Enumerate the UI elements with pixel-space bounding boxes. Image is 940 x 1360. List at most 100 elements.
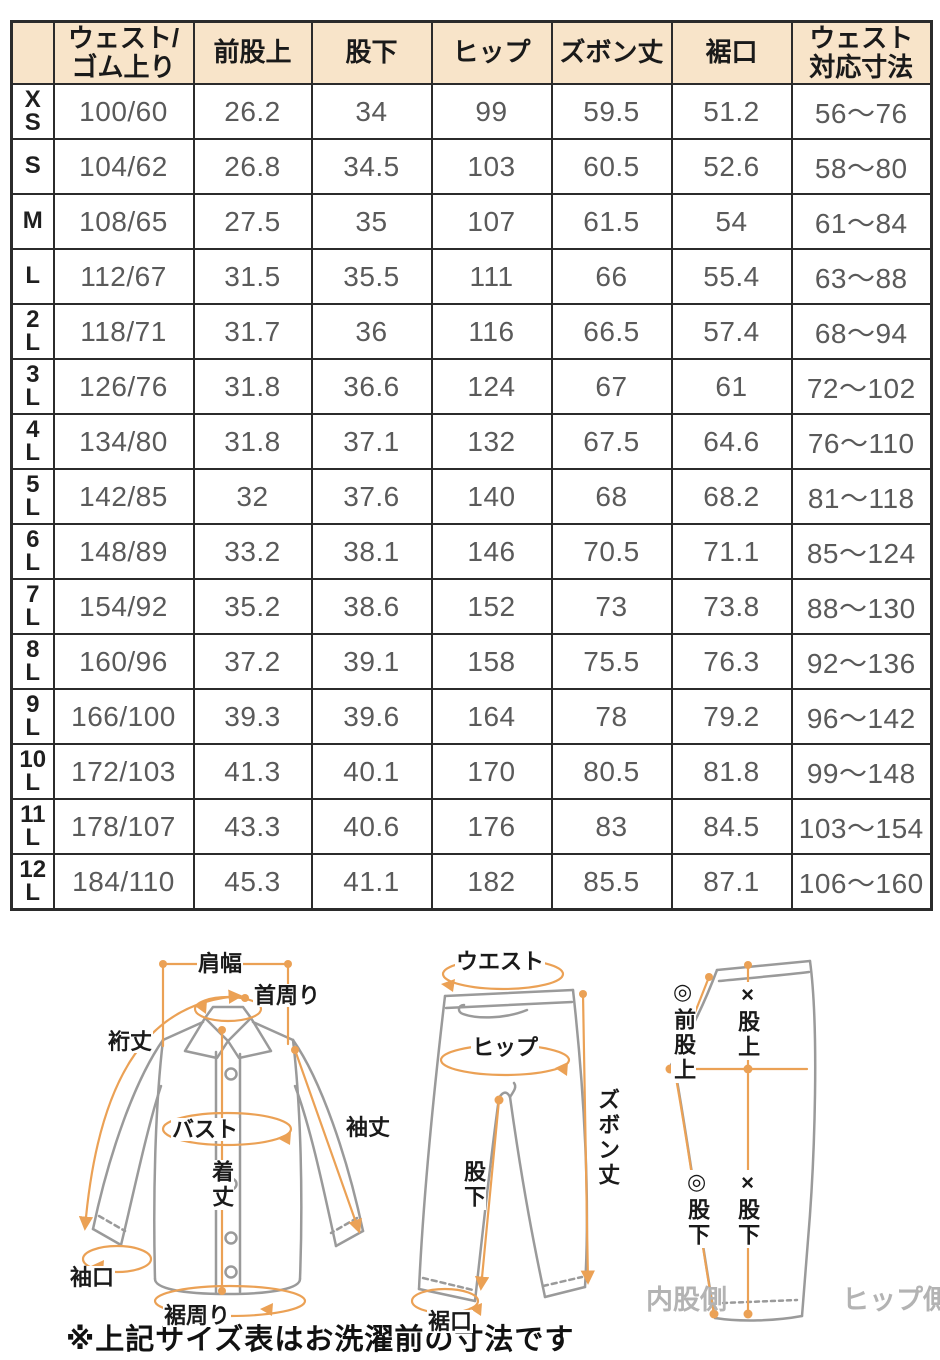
hip-side-label: ヒップ側 [842, 1285, 940, 1315]
size-cell: M [10, 193, 55, 250]
value-cell: 31.7 [192, 303, 313, 360]
value-cell: 126/76 [52, 358, 195, 415]
value-cell: 148/89 [52, 523, 195, 580]
table-row: 12 L 184/110 45.3 41.1 182 85.5 87.1 106… [10, 853, 933, 911]
table-row: 7 L 154/92 35.2 38.6 152 73 73.8 88～130 [10, 578, 933, 635]
value-cell: 70.5 [550, 523, 673, 580]
size-cell: 12 L [10, 853, 55, 911]
value-cell: 41.1 [310, 853, 433, 911]
value-cell: 67 [550, 358, 673, 415]
value-cell: 84.5 [670, 798, 793, 855]
value-cell: 103 [430, 138, 553, 195]
value-cell: 61.5 [550, 193, 673, 250]
value-cell: 36.6 [310, 358, 433, 415]
body-length-label: 着丈 [209, 1160, 235, 1210]
value-cell: 88～130 [790, 578, 933, 635]
table-row: 9 L 166/100 39.3 39.6 164 78 79.2 96～142 [10, 688, 933, 745]
value-cell: 99 [430, 83, 553, 140]
value-cell: 68 [550, 468, 673, 525]
value-cell: 108/65 [52, 193, 195, 250]
value-cell: 61 [670, 358, 793, 415]
value-cell: 57.4 [670, 303, 793, 360]
value-cell: 124 [430, 358, 553, 415]
col-header-waist-elastic: ウェスト/ ゴム上り [52, 20, 195, 85]
size-cell: L [10, 248, 55, 305]
size-cell: S [10, 138, 55, 195]
value-cell: 45.3 [192, 853, 313, 911]
value-cell: 118/71 [52, 303, 195, 360]
pants-length-label: ズボン丈 [595, 1088, 621, 1188]
value-cell: 59.5 [550, 83, 673, 140]
size-cell: 11 L [10, 798, 55, 855]
value-cell: 64.6 [670, 413, 793, 470]
hip-label: ヒップ [471, 1035, 540, 1060]
value-cell: 76.3 [670, 633, 793, 690]
value-cell: 106～160 [790, 853, 933, 911]
value-cell: 85～124 [790, 523, 933, 580]
value-cell: 81.8 [670, 743, 793, 800]
pants-front-diagram: ウエスト ヒップ 股下 ズボン丈 裾口 [410, 948, 650, 1340]
inseam-label: 股下 [461, 1160, 487, 1210]
table-row: 8 L 160/96 37.2 39.1 158 75.5 76.3 92～13… [10, 633, 933, 690]
value-cell: 66.5 [550, 303, 673, 360]
value-cell: 107 [430, 193, 553, 250]
value-cell: 172/103 [52, 743, 195, 800]
value-cell: 39.1 [310, 633, 433, 690]
value-cell: 68～94 [790, 303, 933, 360]
table-row: 2 L 118/71 31.7 36 116 66.5 57.4 68～94 [10, 303, 933, 360]
pants-side-diagram: ◎前股上 ×股上 ◎股下 ×股下 内股側 ヒップ側 [645, 948, 940, 1340]
value-cell: 104/62 [52, 138, 195, 195]
value-cell: 134/80 [52, 413, 195, 470]
table-row: 3 L 126/76 31.8 36.6 124 67 61 72～102 [10, 358, 933, 415]
col-header-pants-length: ズボン丈 [550, 20, 673, 85]
value-cell: 66 [550, 248, 673, 305]
bust-label: バスト [171, 1117, 240, 1142]
sleeve-length-label: 袖丈 [345, 1115, 392, 1140]
value-cell: 39.6 [310, 688, 433, 745]
table-row: S 104/62 26.8 34.5 103 60.5 52.6 58～80 [10, 138, 933, 195]
value-cell: 43.3 [192, 798, 313, 855]
value-cell: 56～76 [790, 83, 933, 140]
size-cell: 8 L [10, 633, 55, 690]
value-cell: 61～84 [790, 193, 933, 250]
value-cell: 164 [430, 688, 553, 745]
table-row: 11 L 178/107 43.3 40.6 176 83 84.5 103～1… [10, 798, 933, 855]
value-cell: 41.3 [192, 743, 313, 800]
value-cell: 146 [430, 523, 553, 580]
value-cell: 132 [430, 413, 553, 470]
value-cell: 35 [310, 193, 433, 250]
value-cell: 75.5 [550, 633, 673, 690]
value-cell: 40.6 [310, 798, 433, 855]
size-cell: 10 L [10, 743, 55, 800]
value-cell: 37.2 [192, 633, 313, 690]
table-row: 5 L 142/85 32 37.6 140 68 68.2 81～118 [10, 468, 933, 525]
value-cell: 27.5 [192, 193, 313, 250]
pants-front-drawing [410, 957, 595, 1316]
value-cell: 51.2 [670, 83, 793, 140]
value-cell: 99～148 [790, 743, 933, 800]
value-cell: 37.1 [310, 413, 433, 470]
value-cell: 182 [430, 853, 553, 911]
size-cell: 4 L [10, 413, 55, 470]
value-cell: 26.8 [192, 138, 313, 195]
value-cell: 83 [550, 798, 673, 855]
value-cell: 38.6 [310, 578, 433, 635]
value-cell: 184/110 [52, 853, 195, 911]
value-cell: 178/107 [52, 798, 195, 855]
col-header-waist-range: ウェスト 対応寸法 [790, 20, 933, 85]
col-header-hem-opening: 裾口 [670, 20, 793, 85]
size-table-body: X S 100/60 26.2 34 99 59.5 51.2 56～76 S … [10, 83, 933, 911]
value-cell: 72～102 [790, 358, 933, 415]
inner-leg-side-label: 内股側 [646, 1285, 727, 1315]
value-cell: 142/85 [52, 468, 195, 525]
value-cell: 63～88 [790, 248, 933, 305]
value-cell: 103～154 [790, 798, 933, 855]
shoulder-width-label: 肩幅 [197, 951, 244, 976]
value-cell: 38.1 [310, 523, 433, 580]
table-row: L 112/67 31.5 35.5 111 66 55.4 63～88 [10, 248, 933, 305]
value-cell: 116 [430, 303, 553, 360]
pre-wash-note: ※上記サイズ表はお洗濯前の寸法です [66, 1324, 575, 1356]
value-cell: 152 [430, 578, 553, 635]
table-row: X S 100/60 26.2 34 99 59.5 51.2 56～76 [10, 83, 933, 140]
size-cell: 9 L [10, 688, 55, 745]
